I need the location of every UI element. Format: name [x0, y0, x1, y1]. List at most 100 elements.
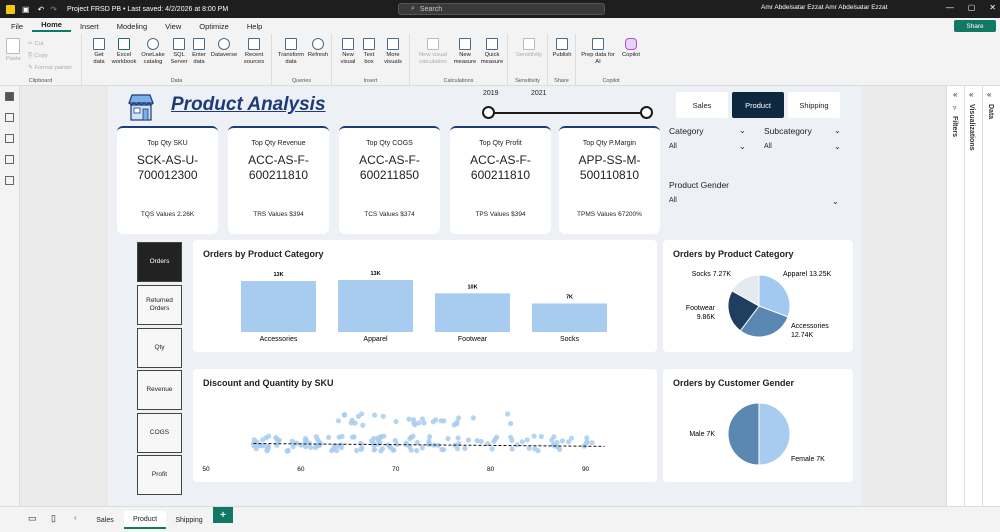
data-pane-label[interactable]: Data [987, 104, 994, 120]
category-axis-label: Footwear [458, 336, 488, 343]
new-visual-calculation-button[interactable]: New visual calculation [414, 38, 452, 65]
chevron-down-icon[interactable]: ⌄ [739, 126, 746, 135]
table-view-icon[interactable] [5, 113, 14, 122]
recent-sources-button[interactable]: Recent sources [239, 38, 269, 65]
model-view-icon[interactable] [5, 134, 14, 143]
side-button-profit[interactable]: Profit [137, 455, 182, 495]
scatter-point [406, 416, 412, 422]
nav-button-shipping[interactable]: Shipping [788, 92, 840, 118]
collapse-data-icon[interactable]: « [987, 90, 992, 99]
save-icon[interactable]: ▣ [22, 4, 30, 14]
kpi-footer: TPS Values $394 [475, 211, 526, 218]
collapse-filters-icon[interactable]: « [953, 90, 958, 99]
transform-data-button[interactable]: Transform data [276, 38, 306, 65]
product-gender-slicer[interactable]: Product Gender All ⌄ [669, 180, 844, 206]
scatter-point [421, 420, 427, 426]
menu-view[interactable]: View [165, 21, 182, 31]
onelake-button[interactable]: OneLake catalog [138, 38, 168, 65]
previous-page-icon[interactable]: ‹ [74, 513, 77, 522]
scatter-point [456, 415, 462, 421]
nav-button-product[interactable]: Product [732, 92, 784, 118]
scatter-point [378, 448, 384, 454]
scatter-point [524, 437, 530, 443]
excel-button[interactable]: Excel workbook [110, 38, 138, 65]
undo-icon[interactable]: ↶ [37, 4, 45, 14]
menu-file[interactable]: File [11, 21, 24, 31]
get-data-button[interactable]: Get data [88, 38, 110, 65]
side-button-orders[interactable]: Orders [137, 242, 182, 282]
menu-modeling[interactable]: Modeling [116, 21, 148, 31]
year-slider-track[interactable] [488, 112, 648, 114]
menu-home[interactable]: Home [32, 20, 71, 32]
minimize-icon[interactable]: — [945, 3, 954, 12]
scatter-point [489, 446, 495, 452]
subcategory-slicer[interactable]: Subcategory ⌄ All ⌄ [764, 126, 846, 151]
scatter-point [551, 434, 557, 440]
side-button-revenue[interactable]: Revenue [137, 370, 182, 410]
scatter-point [535, 448, 541, 454]
nav-button-sales[interactable]: Sales [676, 92, 728, 118]
kpi-label: Top Qty Profit [479, 140, 522, 147]
scatter-point [302, 444, 309, 450]
format-painter-button[interactable]: ✎ Format painter [28, 65, 73, 71]
tmdl-view-icon[interactable] [5, 176, 14, 185]
publish-button[interactable]: Publish [550, 38, 574, 59]
text-box-button[interactable]: Text box [359, 38, 379, 65]
scatter-point [335, 418, 341, 424]
page-tab-product[interactable]: Product [124, 511, 166, 529]
bar-data-label: 13K [273, 272, 283, 278]
sql-server-button[interactable]: SQL Server [169, 38, 189, 65]
enter-data-button[interactable]: Enter data [189, 38, 209, 65]
menu-help[interactable]: Help [246, 21, 263, 31]
side-button-returned-orders[interactable]: Returned Orders [137, 285, 182, 325]
close-icon[interactable]: ✕ [989, 3, 996, 12]
share-button[interactable]: Share [954, 20, 996, 32]
redo-icon[interactable]: ↷ [50, 4, 57, 14]
chevron-down-icon[interactable]: ⌄ [834, 142, 841, 151]
dax-query-view-icon[interactable] [5, 155, 14, 164]
category-pie-card: Orders by Product Category Apparel 13.25… [663, 240, 853, 352]
bar-data-label: 13K [370, 271, 380, 277]
page-tab-shipping[interactable]: Shipping [168, 511, 210, 529]
chevron-down-icon[interactable]: ⌄ [832, 197, 839, 206]
cut-button[interactable]: ✂ Cut [28, 41, 44, 47]
desktop-layout-icon[interactable]: ▭ [28, 513, 37, 523]
refresh-button[interactable]: Refresh [306, 38, 330, 59]
dataverse-button[interactable]: Dataverse [209, 38, 239, 59]
paste-button[interactable]: Paste [6, 38, 21, 63]
side-button-cogs[interactable]: COGS [137, 413, 182, 453]
new-measure-button[interactable]: New measure [452, 38, 478, 65]
search-placeholder: Search [419, 5, 443, 13]
year-slider-end-handle[interactable] [640, 106, 653, 119]
menu-optimize[interactable]: Optimize [199, 21, 229, 31]
prep-data-ai-button[interactable]: Prep data for AI [580, 38, 616, 65]
scatter-point [394, 441, 400, 447]
more-visuals-button[interactable]: More visuals [379, 38, 407, 65]
new-visual-button[interactable]: New visual [337, 38, 359, 65]
filters-pane-label[interactable]: Filters [951, 116, 958, 138]
copy-button[interactable]: ⎘ Copy [28, 53, 48, 59]
page-tab-sales[interactable]: Sales [88, 511, 122, 529]
scatter-point [514, 442, 520, 448]
scatter-point [465, 437, 472, 443]
year-slider-start-handle[interactable] [482, 106, 495, 119]
chevron-down-icon[interactable]: ⌄ [739, 142, 746, 151]
add-page-button[interactable]: + [213, 507, 233, 523]
scatter-point [419, 416, 425, 422]
menu-insert[interactable]: Insert [79, 21, 99, 31]
copilot-button[interactable]: Copilot [618, 38, 644, 59]
maximize-icon[interactable]: ▢ [967, 3, 976, 12]
chevron-down-icon[interactable]: ⌄ [834, 126, 841, 135]
side-button-qty[interactable]: Qty [137, 328, 182, 368]
quick-measure-button[interactable]: Quick measure [478, 38, 506, 65]
user-name[interactable]: Amr Abdelsatar Ezzat Amr Abdelsatar Ezza… [761, 4, 888, 11]
category-slicer[interactable]: Category ⌄ All ⌄ [669, 126, 751, 151]
mobile-layout-icon[interactable]: ▯ [51, 513, 56, 523]
visualizations-pane-label[interactable]: Visualizations [968, 104, 975, 151]
sensitivity-button[interactable]: Sensitivity [512, 38, 546, 59]
gender-pie-card: Orders by Customer Gender Female 7K Male … [663, 369, 853, 482]
menu-bar: File Home Insert Modeling View Optimize … [0, 18, 1000, 34]
collapse-visualizations-icon[interactable]: « [969, 90, 974, 99]
search-box[interactable]: ⌕ Search [398, 3, 605, 15]
report-view-icon[interactable] [5, 92, 14, 101]
